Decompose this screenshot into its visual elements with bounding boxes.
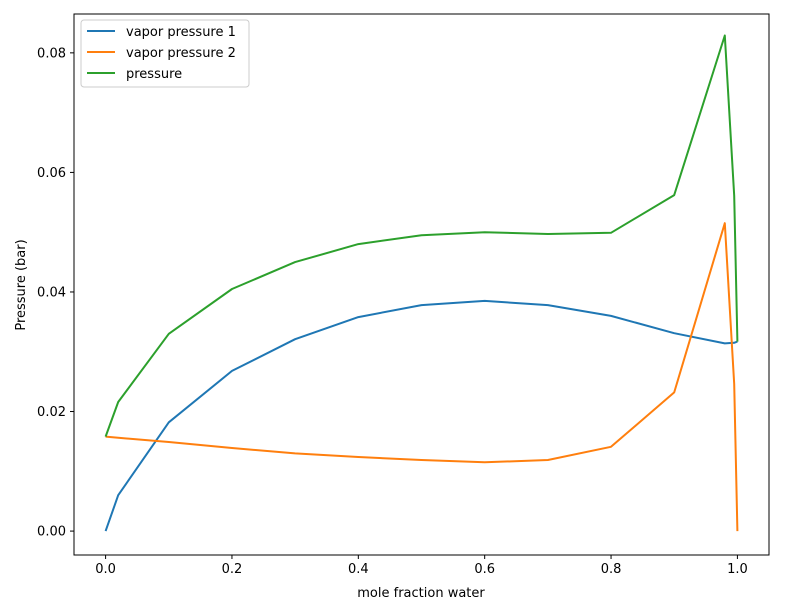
legend-label: vapor pressure 2 [126,46,236,61]
x-tick-label: 0.6 [474,562,495,577]
y-tick-label: 0.00 [37,525,66,540]
y-axis: 0.00 0.02 0.04 0.06 0.08 [37,46,74,540]
legend: vapor pressure 1 vapor pressure 2 pressure [80,19,250,88]
y-tick-label: 0.06 [37,166,66,181]
legend-label: vapor pressure 1 [126,25,236,40]
x-tick-label: 0.2 [222,562,243,577]
series-line-pressure [104,34,739,437]
y-axis-label: Pressure (bar) [14,239,29,330]
x-tick-label: 0.0 [95,562,116,577]
x-axis: 0.0 0.2 0.4 0.6 0.8 1.0 [95,555,748,577]
y-tick-label: 0.04 [37,285,66,300]
legend-box [80,19,250,88]
legend-label: pressure [126,67,182,82]
series-line-vapor-pressure-1 [104,299,738,532]
x-tick-label: 1.0 [727,562,748,577]
x-axis-label: mole fraction water [357,586,485,601]
x-tick-label: 0.4 [348,562,369,577]
series-lines [104,34,739,532]
y-tick-label: 0.02 [37,405,66,420]
series-line-vapor-pressure-2 [105,222,739,532]
x-tick-label: 0.8 [601,562,622,577]
y-tick-label: 0.08 [37,46,66,61]
plot-frame [73,13,770,556]
